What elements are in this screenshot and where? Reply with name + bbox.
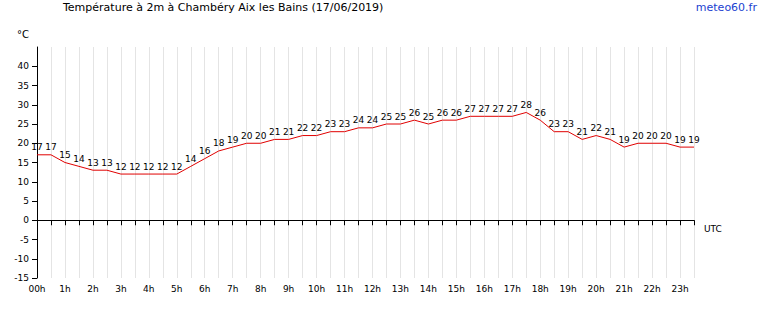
svg-text:26: 26 <box>437 108 449 118</box>
svg-text:30: 30 <box>18 100 30 110</box>
svg-text:19: 19 <box>618 135 630 145</box>
svg-text:-10: -10 <box>14 254 29 264</box>
svg-text:20: 20 <box>255 131 267 141</box>
svg-text:12: 12 <box>143 162 154 172</box>
svg-text:26: 26 <box>409 108 421 118</box>
svg-text:19: 19 <box>688 135 700 145</box>
svg-text:23h: 23h <box>671 284 688 294</box>
svg-text:-5: -5 <box>20 235 29 245</box>
svg-text:12: 12 <box>171 162 182 172</box>
svg-text:21: 21 <box>604 127 615 137</box>
svg-text:21h: 21h <box>616 284 633 294</box>
svg-text:UTC: UTC <box>704 224 722 234</box>
svg-text:14: 14 <box>73 154 85 164</box>
svg-text:15: 15 <box>59 150 70 160</box>
svg-text:27: 27 <box>493 104 504 114</box>
svg-text:4h: 4h <box>143 284 154 294</box>
svg-text:22: 22 <box>297 123 308 133</box>
svg-text:19h: 19h <box>560 284 577 294</box>
svg-text:19: 19 <box>674 135 686 145</box>
svg-text:22h: 22h <box>643 284 660 294</box>
svg-text:7h: 7h <box>227 284 238 294</box>
svg-text:12: 12 <box>129 162 140 172</box>
svg-text:3h: 3h <box>115 284 126 294</box>
svg-text:17: 17 <box>45 142 56 152</box>
svg-text:27: 27 <box>507 104 518 114</box>
svg-text:16: 16 <box>199 146 211 156</box>
svg-text:23: 23 <box>325 119 336 129</box>
svg-text:20: 20 <box>241 131 253 141</box>
svg-text:25: 25 <box>18 119 29 129</box>
svg-text:°C: °C <box>17 29 29 40</box>
svg-text:27: 27 <box>479 104 490 114</box>
svg-text:1h: 1h <box>59 284 70 294</box>
svg-text:00h: 00h <box>28 284 45 294</box>
svg-text:23: 23 <box>562 119 573 129</box>
svg-text:15: 15 <box>18 158 29 168</box>
svg-text:8h: 8h <box>255 284 266 294</box>
svg-text:23: 23 <box>339 119 350 129</box>
svg-text:20: 20 <box>18 138 30 148</box>
svg-text:25: 25 <box>423 112 434 122</box>
svg-text:22: 22 <box>590 123 601 133</box>
svg-text:14h: 14h <box>420 284 437 294</box>
svg-text:13: 13 <box>87 158 98 168</box>
svg-text:0: 0 <box>23 215 29 225</box>
svg-text:26: 26 <box>451 108 463 118</box>
svg-text:12h: 12h <box>364 284 381 294</box>
svg-text:14: 14 <box>185 154 197 164</box>
svg-text:-15: -15 <box>14 273 29 283</box>
svg-text:12: 12 <box>157 162 168 172</box>
svg-text:28: 28 <box>521 100 533 110</box>
svg-text:Température à 2m à Chambéry Ai: Température à 2m à Chambéry Aix les Bain… <box>62 1 383 14</box>
svg-text:18: 18 <box>213 138 225 148</box>
svg-text:15h: 15h <box>448 284 465 294</box>
svg-text:21: 21 <box>576 127 587 137</box>
svg-text:20: 20 <box>632 131 644 141</box>
svg-text:12: 12 <box>115 162 126 172</box>
svg-text:35: 35 <box>18 81 29 91</box>
svg-text:24: 24 <box>367 115 379 125</box>
svg-text:5: 5 <box>23 196 29 206</box>
svg-text:13h: 13h <box>392 284 409 294</box>
svg-text:25: 25 <box>381 112 392 122</box>
svg-text:26: 26 <box>535 108 547 118</box>
svg-text:20: 20 <box>660 131 672 141</box>
svg-text:19: 19 <box>227 135 239 145</box>
svg-text:25: 25 <box>395 112 406 122</box>
svg-text:21: 21 <box>283 127 294 137</box>
svg-text:27: 27 <box>465 104 476 114</box>
svg-text:13: 13 <box>101 158 112 168</box>
svg-text:40: 40 <box>18 61 30 71</box>
svg-text:23: 23 <box>548 119 559 129</box>
svg-text:10: 10 <box>18 177 30 187</box>
svg-text:17h: 17h <box>504 284 521 294</box>
svg-text:9h: 9h <box>283 284 294 294</box>
svg-text:16h: 16h <box>476 284 493 294</box>
svg-text:6h: 6h <box>199 284 210 294</box>
svg-text:21: 21 <box>269 127 280 137</box>
svg-text:17: 17 <box>31 142 42 152</box>
svg-text:22: 22 <box>311 123 322 133</box>
svg-text:11h: 11h <box>336 284 353 294</box>
svg-text:meteo60.fr: meteo60.fr <box>696 1 758 14</box>
svg-text:10h: 10h <box>308 284 325 294</box>
svg-text:5h: 5h <box>171 284 182 294</box>
svg-text:20: 20 <box>646 131 658 141</box>
svg-text:20h: 20h <box>588 284 605 294</box>
svg-text:2h: 2h <box>87 284 98 294</box>
svg-text:24: 24 <box>353 115 365 125</box>
svg-text:18h: 18h <box>532 284 549 294</box>
